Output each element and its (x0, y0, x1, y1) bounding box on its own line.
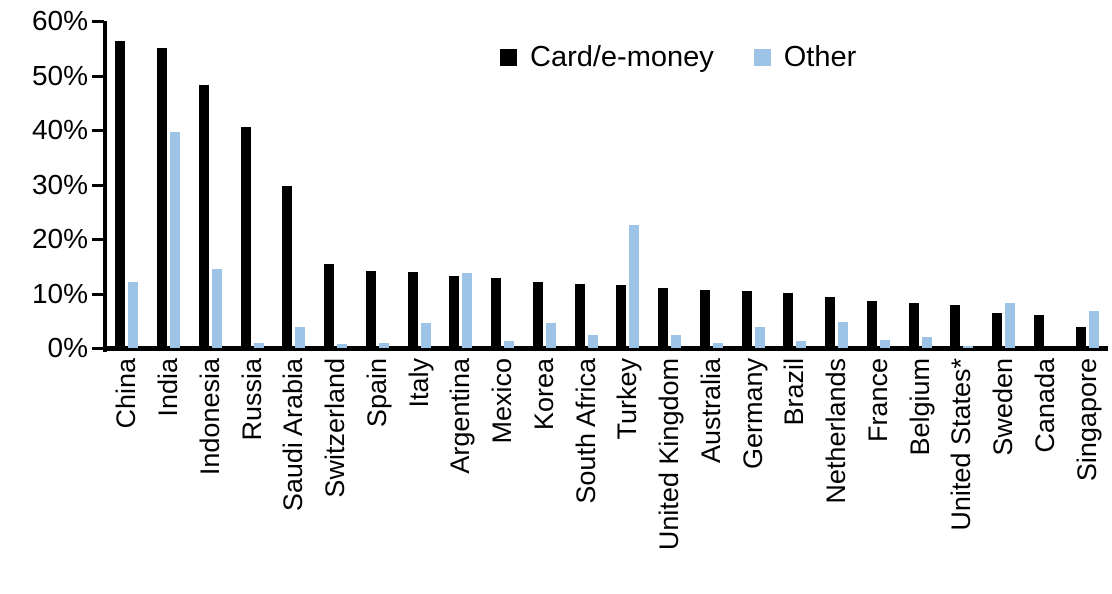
legend-label-card-e-money: Card/e-money (530, 41, 714, 73)
bar-card-e-money (574, 284, 585, 348)
x-tick-label: France (862, 358, 893, 443)
bar-other (838, 322, 849, 348)
x-tick-label: Korea (528, 358, 559, 431)
bar-card-e-money (992, 313, 1003, 348)
bar-other (211, 269, 222, 348)
bar-other (754, 327, 765, 348)
y-tick (92, 129, 104, 132)
x-tick-label: India (153, 358, 184, 417)
bar-other (587, 335, 598, 348)
bar-other (1088, 311, 1099, 348)
bar-other (671, 335, 682, 348)
bar-other (378, 343, 389, 348)
x-tick-label: Saudi Arabia (278, 358, 309, 512)
y-tick-label: 50% (31, 59, 88, 91)
bar-card-e-money (950, 305, 961, 348)
y-axis-line (103, 21, 107, 352)
legend: Card/e-money Other (500, 42, 856, 72)
x-tick-label: Mexico (487, 358, 518, 444)
bar-card-e-money (908, 303, 919, 348)
bar-card-e-money (825, 297, 836, 348)
x-tick-label: Italy (403, 358, 434, 408)
x-tick-label: Brazil (779, 358, 810, 426)
bar-other (253, 343, 264, 348)
bar-other (921, 337, 932, 348)
x-tick-label: Sweden (988, 358, 1019, 456)
legend-item-other: Other (753, 41, 857, 73)
x-tick-label: Canada (1029, 358, 1060, 453)
bar-card-e-money (157, 48, 168, 348)
y-tick-label: 10% (31, 277, 88, 309)
y-tick (92, 238, 104, 241)
y-tick-label: 60% (31, 5, 88, 36)
bar-other (963, 346, 974, 348)
x-tick-label: China (111, 358, 142, 429)
y-tick (92, 347, 104, 350)
x-tick-label: United Kingdom (654, 358, 685, 551)
x-tick-label: Belgium (904, 358, 935, 456)
y-tick-label: 30% (31, 168, 88, 200)
x-tick-label: Russia (236, 358, 267, 441)
bar-other (504, 341, 515, 348)
bar-card-e-money (866, 301, 877, 348)
bar-card-e-money (658, 288, 669, 348)
y-tick-label: 0% (47, 332, 88, 363)
bar-other (170, 132, 181, 348)
bar-card-e-money (449, 276, 460, 348)
bar-other (629, 225, 640, 348)
bar-card-e-money (240, 127, 251, 348)
bar-other (796, 341, 807, 348)
bar-card-e-money (115, 41, 126, 348)
x-tick-label: Switzerland (320, 358, 351, 498)
bar-other (295, 327, 306, 348)
x-tick-label: South Africa (570, 358, 601, 504)
bar-other (462, 273, 473, 348)
x-tick-label: United States* (946, 358, 977, 531)
bar-other (879, 340, 890, 348)
bar-other (420, 323, 431, 348)
x-tick-label: Singapore (1071, 358, 1102, 482)
bar-card-e-money (1033, 315, 1044, 348)
x-tick-label: Turkey (612, 358, 643, 440)
bar-card-e-money (282, 186, 293, 348)
bar-card-e-money (491, 278, 502, 348)
x-tick-label: Netherlands (821, 358, 852, 504)
x-axis-line (103, 346, 1108, 351)
bar-card-e-money (198, 85, 209, 348)
legend-swatch-card-e-money (500, 48, 517, 66)
bar-other (337, 344, 348, 348)
bar-card-e-money (699, 290, 710, 348)
y-tick-label: 40% (31, 114, 88, 145)
legend-swatch-other (753, 48, 771, 66)
y-tick (92, 183, 104, 187)
bar-card-e-money (407, 272, 418, 348)
x-tick-label: Spain (361, 358, 392, 428)
bar-other (128, 282, 139, 348)
x-tick-label: Australia (695, 358, 726, 464)
bar-card-e-money (1075, 327, 1086, 348)
y-tick (92, 292, 104, 296)
y-tick-label: 20% (31, 223, 88, 254)
bar-card-e-money (532, 282, 543, 348)
x-tick-label: Indonesia (194, 358, 225, 476)
bar-card-e-money (616, 285, 627, 348)
bar-other (712, 343, 723, 348)
bar-other (1005, 303, 1016, 348)
y-tick (92, 20, 104, 23)
bar-card-e-money (741, 291, 752, 348)
legend-label-other: Other (783, 41, 857, 73)
bar-card-e-money (324, 264, 335, 348)
legend-item-card-e-money: Card/e-money (500, 42, 714, 72)
bar-other (545, 323, 556, 348)
y-tick (92, 74, 104, 78)
x-tick-label: Argentina (445, 358, 476, 474)
bar-card-e-money (365, 271, 376, 348)
bar-card-e-money (783, 293, 794, 348)
x-tick-label: Germany (737, 358, 768, 470)
